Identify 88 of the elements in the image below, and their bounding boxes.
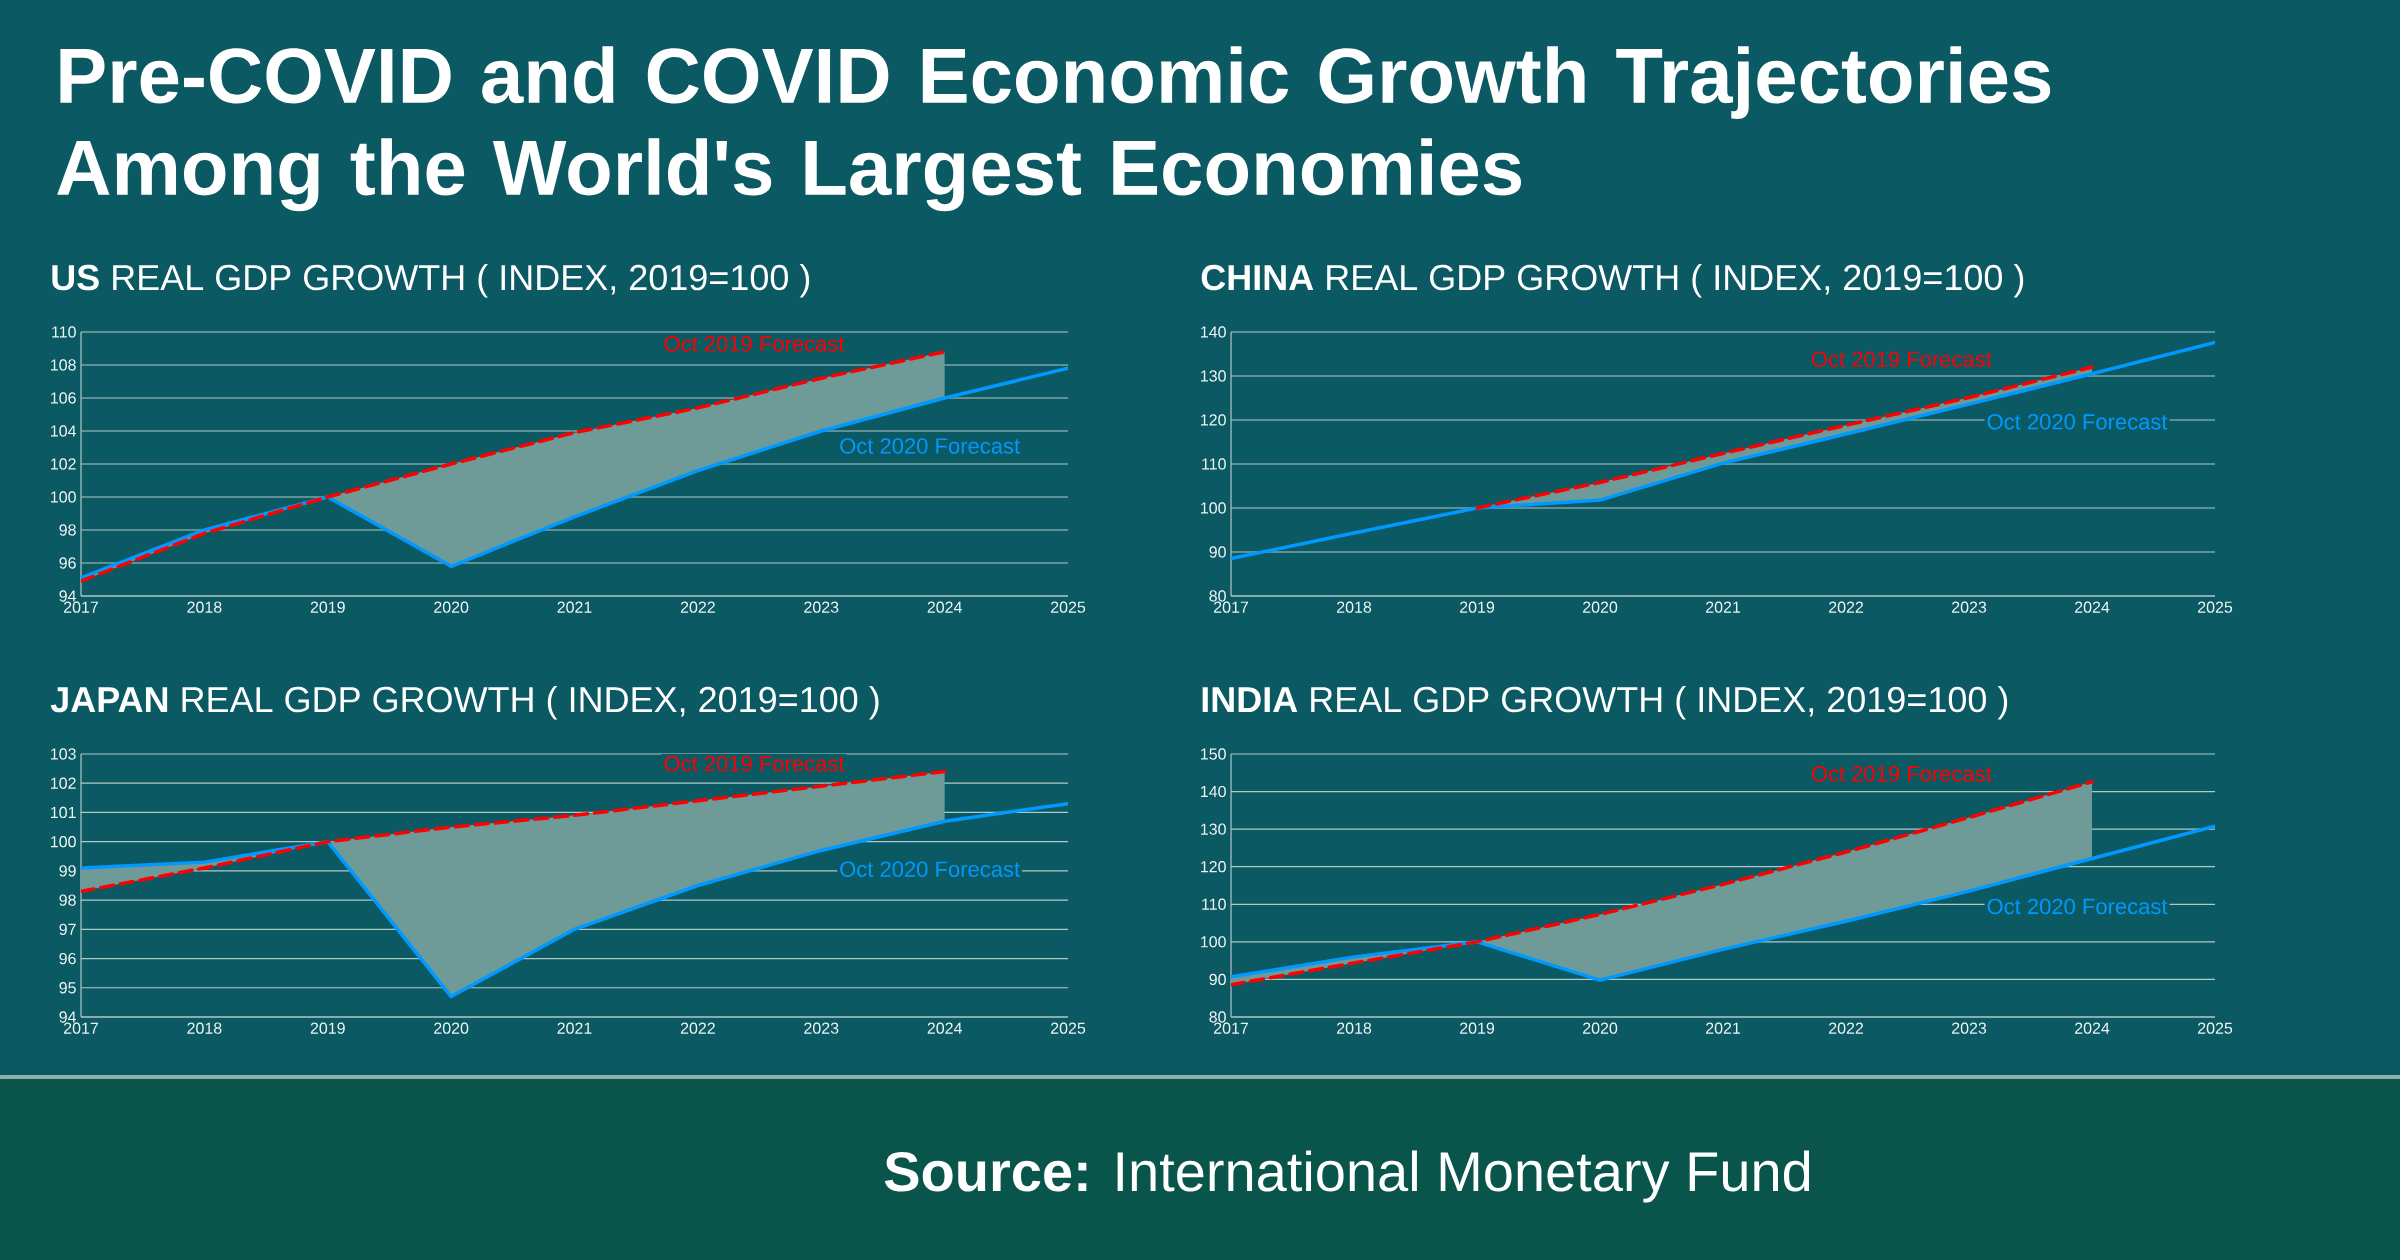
chart-title: INDIA REAL GDP GROWTH ( INDEX, 2019=100 ) — [1202, 685, 2008, 720]
series-label: Oct 2020 Forecast — [840, 438, 1020, 454]
y-tick-label: 99 — [59, 865, 76, 877]
x-tick-label: 2018 — [187, 1022, 222, 1034]
x-tick-label: 2017 — [64, 1022, 98, 1034]
y-tick-label: 130 — [1201, 823, 1226, 835]
y-tick-label: 150 — [1201, 748, 1226, 760]
y-tick-label: 108 — [51, 359, 76, 371]
text: Source: International Monetary Fund — [884, 1150, 1810, 1203]
x-tick-label: 2019 — [1460, 601, 1495, 613]
y-tick-label: 140 — [1201, 785, 1226, 798]
x-tick-label: 2022 — [680, 601, 715, 613]
chart-title: US REAL GDP GROWTH ( INDEX, 2019=100 ) — [52, 263, 810, 298]
y-tick-label: 98 — [59, 524, 76, 536]
x-tick-label: 2018 — [187, 601, 222, 613]
x-tick-label: 2017 — [1214, 601, 1249, 613]
text: Pre-COVID and COVID Economic Growth Trajectories Among the World's Largest Economies — [57, 46, 2051, 212]
series-label: Oct 2020 Forecast — [1987, 898, 2168, 915]
y-tick-label: 110 — [1202, 458, 1226, 470]
y-tick-label: 110 — [52, 326, 76, 338]
x-tick-label: 2024 — [2075, 601, 2110, 613]
y-tick-label: 90 — [1209, 973, 1226, 986]
y-tick-label: 100 — [51, 491, 76, 503]
y-tick-label: 95 — [59, 982, 76, 994]
x-tick-label: 2020 — [434, 1022, 469, 1034]
x-tick-label: 2021 — [1706, 1022, 1741, 1034]
series-label: Oct 2019 Forecast — [1811, 766, 1992, 782]
x-tick-label: 2025 — [1051, 601, 1086, 613]
x-tick-label: 2025 — [2198, 1022, 2233, 1034]
line-series — [1231, 340, 2216, 561]
y-tick-label: 100 — [51, 836, 76, 848]
chart-title: CHINA REAL GDP GROWTH ( INDEX, 2019=100 ) — [1201, 263, 2024, 298]
y-tick-label: 110 — [1202, 898, 1226, 910]
y-tick-label: 90 — [1209, 546, 1226, 558]
y-tick-label: 96 — [59, 952, 76, 965]
x-tick-label: 2025 — [2198, 601, 2233, 613]
x-tick-label: 2021 — [557, 601, 592, 613]
x-tick-label: 2020 — [434, 601, 469, 613]
x-tick-label: 2022 — [1829, 601, 1864, 613]
y-tick-label: 98 — [59, 894, 76, 906]
x-tick-label: 2025 — [1051, 1022, 1086, 1034]
chart-title: JAPAN REAL GDP GROWTH ( INDEX, 2019=100 ) — [50, 685, 879, 720]
x-tick-label: 2019 — [1460, 1022, 1495, 1034]
y-tick-label: 103 — [51, 748, 76, 760]
x-tick-label: 2020 — [1583, 1022, 1618, 1034]
x-tick-label: 2018 — [1337, 1022, 1372, 1034]
y-tick-label: 80 — [1209, 1011, 1226, 1023]
y-tick-label: 94 — [59, 1011, 77, 1023]
series-label: Oct 2019 Forecast — [1811, 351, 1992, 367]
y-tick-label: 101 — [51, 806, 76, 819]
series-label: Oct 2020 Forecast — [1987, 413, 2168, 430]
x-tick-label: 2023 — [804, 601, 839, 613]
x-tick-label: 2017 — [1214, 1022, 1249, 1034]
x-tick-label: 2024 — [927, 601, 962, 613]
x-tick-label: 2023 — [1952, 1022, 1987, 1034]
y-tick-label: 130 — [1201, 370, 1226, 382]
x-tick-label: 2023 — [804, 1022, 839, 1034]
x-tick-label: 2021 — [1706, 601, 1741, 613]
y-tick-label: 94 — [59, 590, 77, 602]
y-tick-label: 97 — [59, 923, 76, 935]
series-label: Oct 2020 Forecast — [840, 861, 1020, 877]
line-series — [81, 801, 1069, 999]
x-tick-label: 2021 — [557, 1022, 592, 1034]
y-tick-label: 102 — [51, 777, 76, 789]
line-series — [1231, 824, 2216, 982]
y-tick-label: 120 — [1201, 414, 1226, 426]
x-tick-label: 2023 — [1952, 601, 1987, 613]
x-tick-label: 2024 — [927, 1022, 962, 1034]
series-label: Oct 2019 Forecast — [664, 755, 845, 772]
y-tick-label: 106 — [51, 392, 76, 404]
y-tick-label: 80 — [1209, 590, 1226, 602]
y-tick-label: 96 — [59, 557, 76, 569]
series-label: Oct 2019 Forecast — [664, 336, 845, 352]
x-tick-label: 2017 — [64, 601, 98, 613]
x-tick-label: 2018 — [1337, 601, 1372, 613]
y-tick-label: 104 — [51, 425, 77, 437]
y-tick-label: 102 — [51, 458, 76, 470]
x-tick-label: 2019 — [310, 601, 345, 613]
x-tick-label: 2022 — [1829, 1022, 1864, 1034]
x-tick-label: 2024 — [2075, 1022, 2110, 1034]
y-tick-label: 120 — [1201, 861, 1226, 873]
x-tick-label: 2019 — [310, 1022, 345, 1034]
y-tick-label: 100 — [1201, 936, 1226, 948]
y-tick-label: 100 — [1201, 502, 1226, 514]
line-series — [81, 366, 1069, 580]
x-tick-label: 2020 — [1583, 601, 1618, 613]
x-tick-label: 2022 — [680, 1022, 715, 1034]
y-tick-label: 140 — [1201, 326, 1226, 338]
